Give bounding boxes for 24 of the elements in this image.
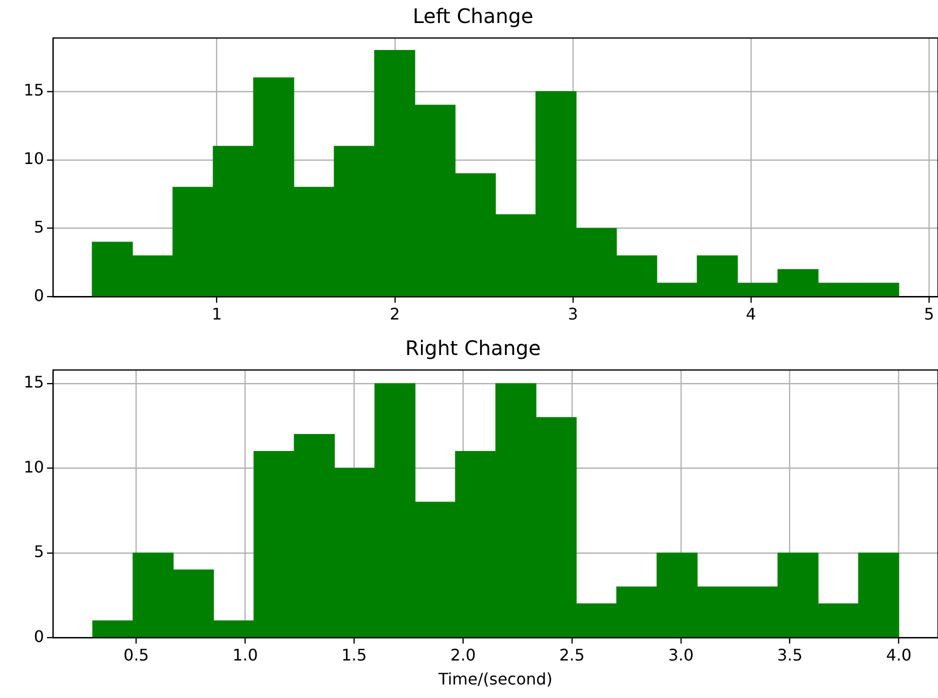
x-tick-label: 1 (212, 304, 222, 324)
x-tick-label: 4 (746, 304, 756, 324)
chart-title: Right Change (405, 336, 541, 360)
x-tick-label: 1.0 (232, 645, 258, 664)
x-tick-label: 3.0 (668, 645, 694, 664)
y-tick-label: 0 (34, 626, 44, 646)
y-tick-label: 10 (24, 457, 44, 476)
chart-title: Left Change (412, 4, 534, 28)
x-tick-label: 3 (568, 304, 578, 324)
y-tick-label: 15 (24, 80, 44, 100)
x-tick-label: 4.0 (886, 645, 912, 664)
x-tick-label: 0.5 (124, 645, 149, 664)
x-axis-title: Time/(second) (437, 670, 553, 689)
y-tick-label: 15 (24, 372, 44, 392)
x-tick-label: 2.0 (450, 645, 476, 664)
y-tick-label: 5 (34, 542, 44, 562)
x-tick-label: 5 (924, 304, 934, 324)
x-tick-label: 3.5 (777, 645, 803, 664)
x-tick-label: 2 (390, 304, 400, 324)
y-tick-label: 0 (34, 286, 44, 305)
x-tick-label: 2.5 (559, 645, 585, 664)
y-tick-label: 10 (24, 149, 44, 168)
y-tick-label: 5 (34, 217, 44, 236)
x-tick-label: 1.5 (341, 645, 367, 664)
